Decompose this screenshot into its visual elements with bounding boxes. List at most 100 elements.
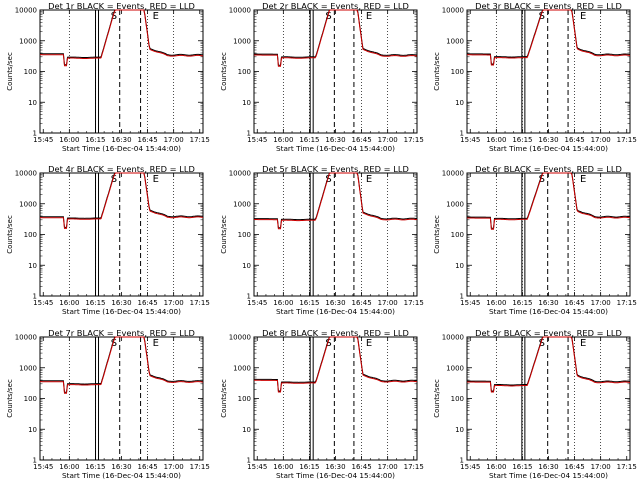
- x-axis-label: Start Time (16-Dec-04 15:44:00): [276, 307, 395, 316]
- y-tick-label: 1: [247, 293, 251, 301]
- plot-frame: [466, 9, 631, 134]
- series-events: [466, 9, 631, 65]
- x-tick-label: 17:15: [404, 299, 424, 307]
- y-tick-label: 10: [28, 99, 37, 107]
- y-tick-label: 1000: [19, 200, 37, 208]
- x-tick-label: 16:30: [111, 136, 131, 144]
- x-tick-label: 17:15: [404, 136, 424, 144]
- series-lld: [467, 172, 631, 230]
- x-tick-label: 16:15: [299, 299, 319, 307]
- panel-title: Det 2r BLACK = Events, RED = LLD: [262, 1, 409, 11]
- x-tick-label: 17:15: [190, 299, 210, 307]
- y-axis-label: Counts/sec: [433, 52, 441, 91]
- plot-frame: [466, 172, 631, 297]
- series-events: [40, 9, 204, 66]
- start-marker: S: [539, 338, 545, 349]
- y-tick-label: 100: [24, 231, 37, 239]
- y-tick-label: 100: [451, 231, 464, 239]
- x-tick-label: 17:00: [378, 136, 398, 144]
- end-marker: E: [580, 338, 586, 349]
- panel-4: Det 4r BLACK = Events, RED = LLD Counts/s…: [6, 164, 210, 316]
- x-tick-label: 16:45: [137, 136, 157, 144]
- y-tick-label: 10000: [442, 170, 464, 178]
- x-tick-label: 16:15: [299, 136, 319, 144]
- end-marker: E: [580, 174, 586, 185]
- series-lld: [254, 336, 418, 393]
- x-tick-label: 15:45: [247, 136, 267, 144]
- y-tick-label: 10000: [229, 7, 251, 15]
- x-tick-label: 16:45: [351, 299, 371, 307]
- y-tick-label: 1: [33, 457, 37, 465]
- x-tick-label: 16:30: [538, 463, 558, 471]
- end-marker: E: [153, 174, 159, 185]
- x-tick-label: 16:00: [273, 136, 293, 144]
- start-marker: S: [111, 174, 117, 185]
- y-tick-label: 1000: [19, 364, 37, 372]
- panel-6: Det 6r BLACK = Events, RED = LLD Counts/s…: [433, 164, 637, 316]
- x-tick-label: 16:45: [137, 463, 157, 471]
- y-tick-label: 1000: [446, 364, 464, 372]
- panel-title: Det 9r BLACK = Events, RED = LLD: [475, 328, 622, 338]
- panel-title: Det 5r BLACK = Events, RED = LLD: [262, 164, 409, 174]
- y-tick-label: 1000: [233, 364, 251, 372]
- x-tick-label: 16:30: [325, 136, 345, 144]
- x-tick-label: 16:15: [299, 463, 319, 471]
- x-tick-label: 16:00: [59, 463, 79, 471]
- start-marker: S: [325, 174, 331, 185]
- x-tick-label: 15:45: [33, 299, 53, 307]
- x-tick-label: 17:00: [164, 463, 184, 471]
- series-lld: [467, 9, 631, 66]
- y-tick-label: 1000: [19, 37, 37, 45]
- panel-title: Det 3r BLACK = Events, RED = LLD: [475, 1, 622, 11]
- x-tick-label: 16:00: [486, 136, 506, 144]
- y-tick-label: 10000: [15, 7, 37, 15]
- panel-title: Det 8r BLACK = Events, RED = LLD: [262, 328, 409, 338]
- series-events: [254, 9, 418, 66]
- end-marker: E: [153, 11, 159, 22]
- x-axis-label: Start Time (16-Dec-04 15:44:00): [489, 307, 608, 316]
- start-marker: S: [111, 338, 117, 349]
- x-axis-label: Start Time (16-Dec-04 15:44:00): [276, 144, 395, 153]
- x-tick-label: 16:45: [564, 136, 584, 144]
- panel-title: Det 7r BLACK = Events, RED = LLD: [48, 328, 195, 338]
- y-tick-label: 10000: [229, 170, 251, 178]
- series-lld: [40, 336, 204, 394]
- y-axis-label: Counts/sec: [6, 379, 14, 418]
- x-tick-label: 16:15: [85, 463, 105, 471]
- x-tick-label: 15:45: [460, 136, 480, 144]
- x-tick-label: 17:15: [617, 136, 637, 144]
- y-tick-label: 1000: [233, 200, 251, 208]
- x-tick-label: 16:15: [85, 299, 105, 307]
- y-axis-label: Counts/sec: [220, 379, 228, 418]
- x-tick-label: 16:15: [512, 463, 532, 471]
- panel-title: Det 4r BLACK = Events, RED = LLD: [48, 164, 195, 174]
- y-tick-label: 1: [33, 130, 37, 138]
- y-tick-label: 1: [460, 293, 464, 301]
- y-tick-label: 100: [24, 395, 37, 403]
- y-tick-label: 1: [247, 130, 251, 138]
- start-marker: S: [111, 11, 117, 22]
- series-events: [467, 172, 631, 229]
- x-tick-label: 17:15: [190, 136, 210, 144]
- x-axis-label: Start Time (16-Dec-04 15:44:00): [489, 144, 608, 153]
- x-tick-label: 16:15: [512, 299, 532, 307]
- x-tick-label: 15:45: [460, 463, 480, 471]
- panel-7: Det 7r BLACK = Events, RED = LLD Counts/s…: [6, 328, 210, 480]
- panel-1: Det 1r BLACK = Events, RED = LLD Counts/s…: [6, 1, 210, 153]
- y-tick-label: 10000: [15, 170, 37, 178]
- plot-frame: [39, 9, 204, 134]
- x-tick-label: 17:00: [591, 463, 611, 471]
- y-tick-label: 10: [455, 99, 464, 107]
- x-tick-label: 16:00: [273, 299, 293, 307]
- start-marker: S: [539, 174, 545, 185]
- y-tick-label: 10: [242, 99, 251, 107]
- x-axis-label: Start Time (16-Dec-04 15:44:00): [62, 471, 181, 480]
- end-marker: E: [366, 174, 372, 185]
- y-axis-label: Counts/sec: [6, 52, 14, 91]
- y-tick-label: 100: [451, 68, 464, 76]
- y-tick-label: 1000: [446, 200, 464, 208]
- x-tick-label: 16:00: [273, 463, 293, 471]
- y-axis-label: Counts/sec: [433, 379, 441, 418]
